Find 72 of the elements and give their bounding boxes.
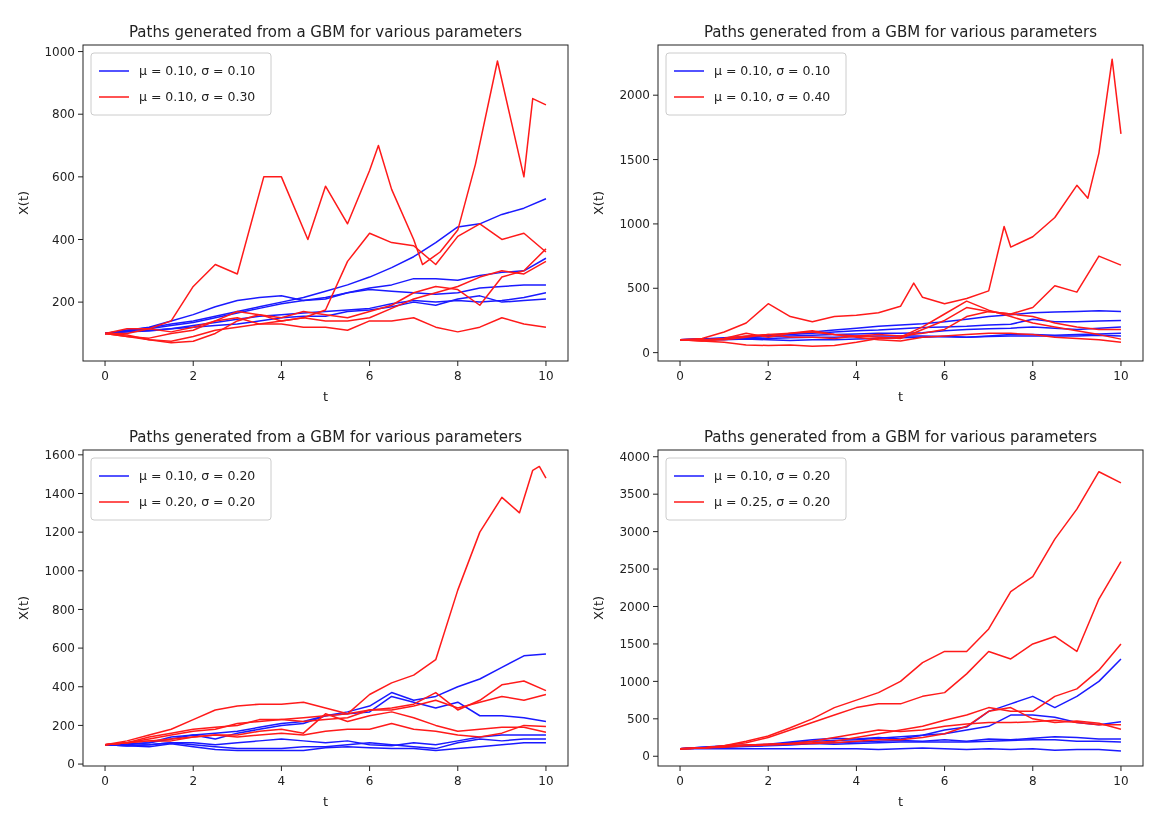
y-tick-label: 400 [52,679,75,694]
y-tick-label: 1200 [44,525,75,540]
x-tick-label: 6 [940,774,949,788]
x-tick-label: 0 [101,369,109,383]
legend-label: μ = 0.10, σ = 0.20 [714,468,831,484]
x-tick-label: 10 [1113,369,1129,383]
y-tick-label: 0 [67,757,75,772]
legend-label: μ = 0.10, σ = 0.10 [139,63,256,79]
x-axis-title: t [322,794,329,809]
y-tick-label: 400 [52,232,75,247]
x-tick-label: 8 [453,774,462,788]
x-axis-title: t [897,794,904,809]
y-tick-label: 200 [52,295,75,310]
y-axis-title: X(t) [591,595,606,621]
y-tick-label: 2000 [619,88,650,103]
x-tick-label: 0 [676,369,684,383]
y-tick-label: 3500 [619,487,650,502]
chart-title: Paths generated from a GBM for various parameters [703,428,1098,446]
y-tick-label: 600 [52,170,75,185]
legend-label: μ = 0.10, σ = 0.10 [714,63,831,79]
x-tick-label: 4 [277,369,286,383]
x-tick-label: 4 [277,774,286,788]
x-tick-label: 0 [101,774,109,788]
y-tick-label: 4000 [619,449,650,464]
y-tick-label: 500 [627,712,650,727]
legend-label: μ = 0.10, σ = 0.40 [714,89,831,105]
x-axis-title: t [897,389,904,404]
x-tick-label: 4 [852,774,861,788]
x-tick-label: 6 [365,369,374,383]
chart-title: Paths generated from a GBM for various parameters [703,23,1098,41]
x-tick-label: 10 [1113,774,1129,788]
y-axis-title: X(t) [591,190,606,216]
y-tick-label: 600 [52,641,75,656]
y-tick-label: 2000 [619,599,650,614]
y-axis-title: X(t) [16,190,31,216]
chart-title: Paths generated from a GBM for various parameters [128,428,523,446]
y-tick-label: 0 [642,749,650,764]
x-tick-label: 2 [764,369,773,383]
y-tick-label: 0 [642,345,650,360]
legend-label: μ = 0.20, σ = 0.20 [139,494,256,510]
y-tick-label: 800 [52,107,75,122]
x-tick-label: 0 [676,774,684,788]
y-tick-label: 1000 [619,217,650,232]
x-tick-label: 8 [453,369,462,383]
x-tick-label: 10 [538,369,554,383]
y-tick-label: 1600 [44,448,75,463]
y-tick-label: 1400 [44,486,75,501]
y-axis-title: X(t) [16,595,31,621]
y-tick-label: 500 [627,281,650,296]
x-tick-label: 10 [538,774,554,788]
legend-label: μ = 0.10, σ = 0.20 [139,468,256,484]
y-tick-label: 1000 [44,44,75,59]
x-tick-label: 2 [189,774,198,788]
y-tick-label: 2500 [619,562,650,577]
chart-title: Paths generated from a GBM for various parameters [128,23,523,41]
y-tick-label: 1500 [619,152,650,167]
y-tick-label: 800 [52,602,75,617]
x-axis-title: t [322,389,329,404]
x-tick-label: 8 [1028,774,1037,788]
x-tick-label: 6 [365,774,374,788]
x-tick-label: 6 [940,369,949,383]
y-tick-label: 200 [52,718,75,733]
legend-label: μ = 0.25, σ = 0.20 [714,494,831,510]
y-tick-label: 1500 [619,637,650,652]
y-tick-label: 1000 [44,564,75,578]
x-tick-label: 8 [1028,369,1037,383]
x-tick-label: 2 [189,369,198,383]
x-tick-label: 4 [852,369,861,383]
y-tick-label: 1000 [619,674,650,689]
y-tick-label: 3000 [619,524,650,539]
x-tick-label: 2 [764,774,773,788]
legend-label: μ = 0.10, σ = 0.30 [139,89,256,105]
